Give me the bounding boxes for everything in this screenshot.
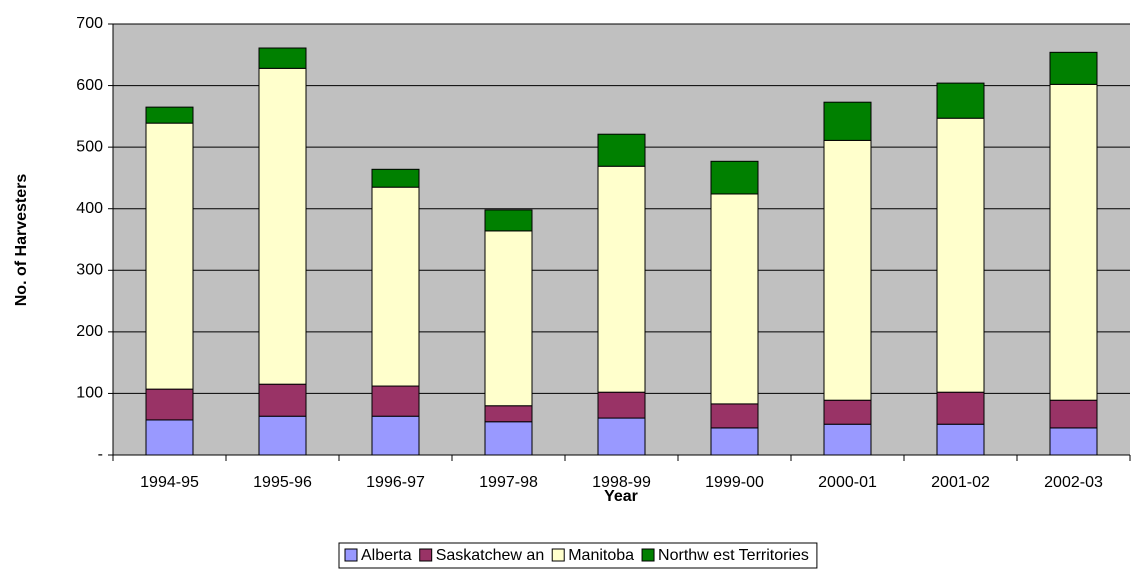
- legend-label: Northw est Territories: [658, 547, 809, 564]
- bar-segment: [936, 117, 985, 393]
- bar-segment: [936, 423, 985, 456]
- legend-swatch: [344, 548, 358, 562]
- bar-segment: [371, 415, 420, 456]
- legend-box: [338, 542, 818, 569]
- bar-segment: [597, 165, 646, 393]
- bar-segment: [258, 415, 307, 456]
- bar-segment: [936, 82, 985, 119]
- bar-segment: [371, 385, 420, 417]
- x-tick-label: 1999-00: [705, 474, 764, 491]
- bar-segment: [823, 423, 872, 456]
- bar-segment: [145, 106, 194, 124]
- legend: Alberta Saskatchew an Manitoba Northw est T…: [338, 542, 818, 569]
- bar-segment: [710, 160, 759, 195]
- x-axis-title: Year: [604, 488, 638, 505]
- bar-segment: [936, 391, 985, 425]
- bar-segment: [258, 383, 307, 417]
- x-tick-label: 2002-03: [1044, 474, 1103, 491]
- bar-segment: [710, 427, 759, 456]
- y-tick-label: 600: [76, 77, 103, 94]
- bar-segment: [258, 67, 307, 385]
- x-tick-label: 1994-95: [140, 474, 199, 491]
- x-tick-label: 2001-02: [931, 474, 990, 491]
- y-tick-label: 200: [76, 323, 103, 340]
- y-tick-label: 300: [76, 262, 103, 279]
- y-tick-label: 700: [76, 15, 103, 32]
- bar-segment: [823, 139, 872, 401]
- bar-segment: [1049, 427, 1098, 456]
- x-tick-label: 2000-01: [818, 474, 877, 491]
- bar-segment: [597, 391, 646, 419]
- legend-swatch: [641, 548, 655, 562]
- bar-segment: [597, 133, 646, 167]
- y-tick-label: 400: [76, 200, 103, 217]
- y-tick-label: -: [98, 446, 103, 463]
- x-tick-label: 1995-96: [253, 474, 312, 491]
- bar-segment: [823, 399, 872, 425]
- bar-segment: [258, 47, 307, 69]
- bar-segment: [484, 421, 533, 456]
- bar-segment: [823, 101, 872, 141]
- bar-segment: [710, 193, 759, 405]
- x-tick-label: 1996-97: [366, 474, 425, 491]
- bar-segment: [371, 168, 420, 188]
- bar-segment: [484, 230, 533, 407]
- bar-segment: [371, 186, 420, 387]
- y-tick-label: 500: [76, 138, 103, 155]
- bar-segment: [1049, 399, 1098, 429]
- bar-segment: [145, 122, 194, 390]
- legend-swatch: [551, 548, 565, 562]
- bar-segment: [484, 405, 533, 423]
- y-axis-title: No. of Harvesters: [13, 174, 30, 307]
- bar-segment: [145, 419, 194, 456]
- legend-label: Saskatchew an: [436, 547, 545, 564]
- bar-segment: [1049, 51, 1098, 85]
- bar-segment: [484, 209, 533, 232]
- legend-label: Manitoba: [568, 547, 634, 564]
- legend-label: Alberta: [361, 547, 412, 564]
- x-tick-label: 1998-99: [592, 474, 651, 491]
- y-tick-label: 100: [76, 385, 103, 402]
- bar-segment: [710, 403, 759, 429]
- bar-segment: [597, 417, 646, 456]
- x-tick-label: 1997-98: [479, 474, 538, 491]
- bar-segment: [145, 388, 194, 421]
- legend-swatch: [419, 548, 433, 562]
- bar-segment: [1049, 83, 1098, 401]
